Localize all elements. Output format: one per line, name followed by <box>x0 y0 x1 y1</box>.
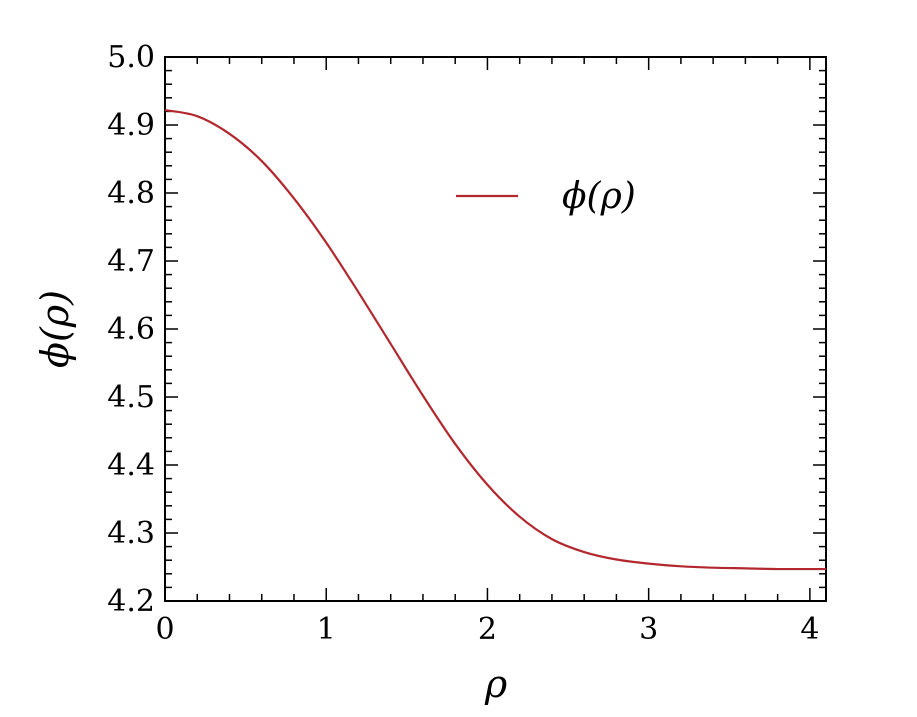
y-tick-label: 4.4 <box>107 448 155 483</box>
plot-frame <box>164 56 827 602</box>
y-axis-label: ϕ(ρ) <box>33 290 77 368</box>
x-axis-label: ρ <box>484 662 508 706</box>
x-tick-label: 1 <box>317 612 336 647</box>
legend-label: ϕ(ρ) <box>562 176 636 217</box>
y-tick-label: 5.0 <box>107 40 155 75</box>
y-tick-label: 4.2 <box>107 584 155 619</box>
y-tick-label: 4.6 <box>107 312 155 347</box>
axis-ticks <box>164 56 826 602</box>
x-tick-label: 4 <box>800 612 819 647</box>
x-tick-label: 2 <box>478 612 497 647</box>
axis-tick-labels: 0 1 2 3 4 4.2 4.3 4.4 4.5 4.6 4.7 4.8 4.9 5.0 <box>107 40 819 647</box>
y-tick-label: 4.8 <box>107 176 155 211</box>
y-tick-label: 4.5 <box>107 380 155 415</box>
y-tick-label: 4.7 <box>107 244 155 279</box>
y-tick-label: 4.9 <box>107 108 155 143</box>
x-tick-label: 3 <box>639 612 658 647</box>
series-line <box>164 108 826 571</box>
x-tick-label: 0 <box>155 612 174 647</box>
y-tick-label: 4.3 <box>107 516 155 551</box>
